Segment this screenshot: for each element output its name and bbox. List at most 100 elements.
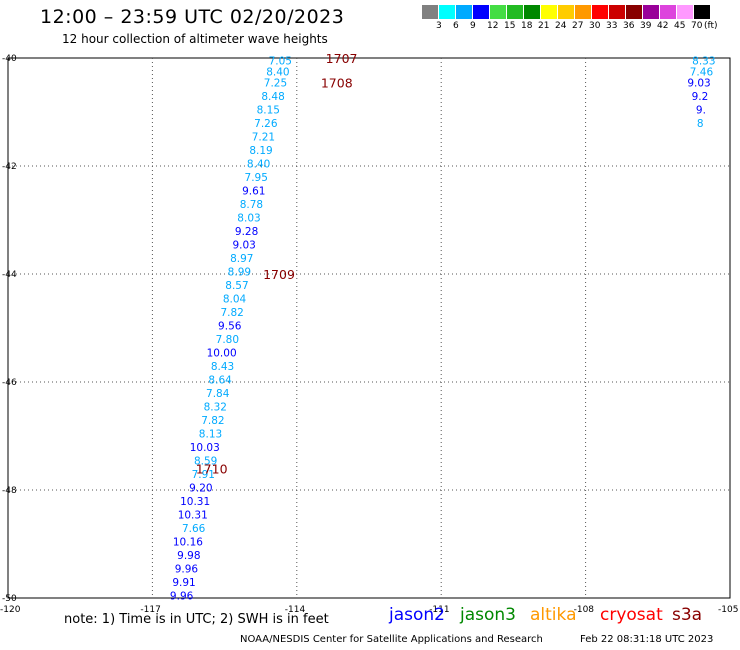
swh-value-label: 9.56 [218, 320, 242, 332]
swh-value-label: 10.31 [180, 496, 210, 508]
swh-value-label: 9.2 [692, 91, 709, 103]
swh-value-label: 7.26 [254, 118, 278, 130]
scale-label: 39 [640, 21, 652, 31]
swh-value-label: 8.40 [247, 158, 270, 170]
swh-value-label: 9.96 [170, 590, 194, 602]
swh-value-label: 9. [696, 104, 706, 116]
lon-tick-label: -120 [0, 605, 21, 615]
scale-label: 45 [674, 21, 686, 31]
swh-value-label: 8.40 [266, 67, 289, 79]
scale-swatch [422, 5, 438, 19]
scale-swatch [609, 5, 625, 19]
swh-value-label: 10.03 [190, 442, 220, 454]
scale-unit: (ft) [704, 21, 718, 31]
satellite-label-jason3: jason3 [460, 605, 516, 625]
swh-value-label: 7.82 [220, 307, 243, 319]
timestamp-text: Feb 22 08:31:18 UTC 2023 [580, 634, 714, 645]
lat-tick-label: -44 [2, 270, 17, 280]
swh-value-label: 8.43 [211, 361, 234, 373]
swh-value-label: 9.20 [189, 482, 212, 494]
scale-label: 21 [538, 21, 550, 31]
swh-value-label: 9.03 [232, 239, 255, 251]
time-label: 1707 [326, 51, 358, 66]
lat-tick-label: -42 [2, 162, 17, 172]
scale-label: 70 [691, 21, 703, 31]
scale-swatch [524, 5, 540, 19]
swh-value-label: 8.57 [225, 280, 248, 292]
satellite-label-s3a: s3a [672, 605, 703, 625]
scale-swatch [439, 5, 455, 19]
note-text: note: 1) Time is in UTC; 2) SWH is in fe… [64, 612, 329, 627]
scale-swatch [541, 5, 557, 19]
swh-value-label: 8.04 [223, 293, 247, 305]
swh-value-label: 9.98 [177, 550, 200, 562]
scale-swatch [473, 5, 489, 19]
swh-value-label: 8 [697, 118, 704, 130]
swh-value-label: 8.33 [692, 56, 715, 68]
lon-tick-label: -117 [140, 605, 160, 615]
satellite-label-altika: altika [530, 605, 577, 625]
swh-value-label: 7.46 [690, 67, 714, 79]
swh-value-label: 10.31 [178, 509, 208, 521]
scale-label: 42 [657, 21, 669, 31]
swh-value-label: 7.05 [269, 56, 292, 68]
swh-value-label: 8.64 [208, 374, 232, 386]
scale-label: 18 [521, 21, 533, 31]
swh-value-label: 8.15 [257, 104, 280, 116]
swh-value-label: 8.59 [194, 455, 217, 467]
scale-swatch [677, 5, 693, 19]
swh-value-label: 9.61 [242, 185, 265, 197]
scale-label: 15 [504, 21, 516, 31]
swh-value-label: 7.91 [192, 469, 215, 481]
lon-tick-label: -114 [285, 605, 306, 615]
time-label: 1708 [321, 75, 353, 90]
scale-label: 3 [436, 21, 442, 31]
page-subtitle: 12 hour collection of altimeter wave hei… [62, 32, 328, 46]
scale-swatch [694, 5, 710, 19]
satellite-label-cryosat: cryosat [600, 605, 663, 625]
scale-label: 6 [453, 21, 459, 31]
swh-value-label: 7.84 [206, 388, 230, 400]
lon-tick-label: -105 [718, 605, 738, 615]
scale-swatch [490, 5, 506, 19]
swh-value-label: 8.19 [249, 145, 272, 157]
scale-swatch [456, 5, 472, 19]
lon-tick-label: -111 [429, 605, 449, 615]
map-frame [7, 57, 731, 599]
scale-label: 36 [623, 21, 635, 31]
scale-label: 33 [606, 21, 618, 31]
credit-text: NOAA/NESDIS Center for Satellite Applica… [240, 634, 543, 645]
scale-swatch [660, 5, 676, 19]
lat-tick-label: -50 [2, 594, 17, 604]
scale-swatch [507, 5, 523, 19]
scale-swatch [592, 5, 608, 19]
scale-swatch [558, 5, 574, 19]
scale-label: 27 [572, 21, 584, 31]
swh-value-label: 9.28 [235, 226, 258, 238]
time-label: 1709 [263, 267, 295, 282]
scale-label: 9 [470, 21, 476, 31]
swh-value-label: 8.48 [261, 91, 284, 103]
lat-tick-label: -46 [2, 378, 17, 388]
time-label: 1710 [196, 461, 228, 476]
swh-value-label: 8.78 [240, 199, 263, 211]
swh-value-label: 9.03 [687, 77, 710, 89]
swh-value-label: 7.25 [264, 77, 287, 89]
swh-value-label: 10.16 [173, 536, 203, 548]
swh-value-label: 7.66 [182, 523, 206, 535]
swh-value-label: 7.80 [216, 334, 239, 346]
swh-value-label: 8.97 [230, 253, 253, 265]
satellite-label-jason2: jason2 [389, 605, 445, 625]
swh-value-label: 7.95 [245, 172, 268, 184]
swh-value-label: 8.03 [237, 212, 260, 224]
swh-value-label: 8.99 [228, 266, 251, 278]
swh-value-label: 9.91 [172, 577, 195, 589]
scale-label: 24 [555, 21, 567, 31]
swh-value-label: 10.00 [207, 347, 237, 359]
page-title: 12:00 – 23:59 UTC 02/20/2023 [40, 6, 345, 28]
scale-label: 12 [487, 21, 499, 31]
swh-value-label: 8.32 [204, 401, 227, 413]
swh-value-label: 7.82 [201, 415, 224, 427]
scale-label: 30 [589, 21, 601, 31]
